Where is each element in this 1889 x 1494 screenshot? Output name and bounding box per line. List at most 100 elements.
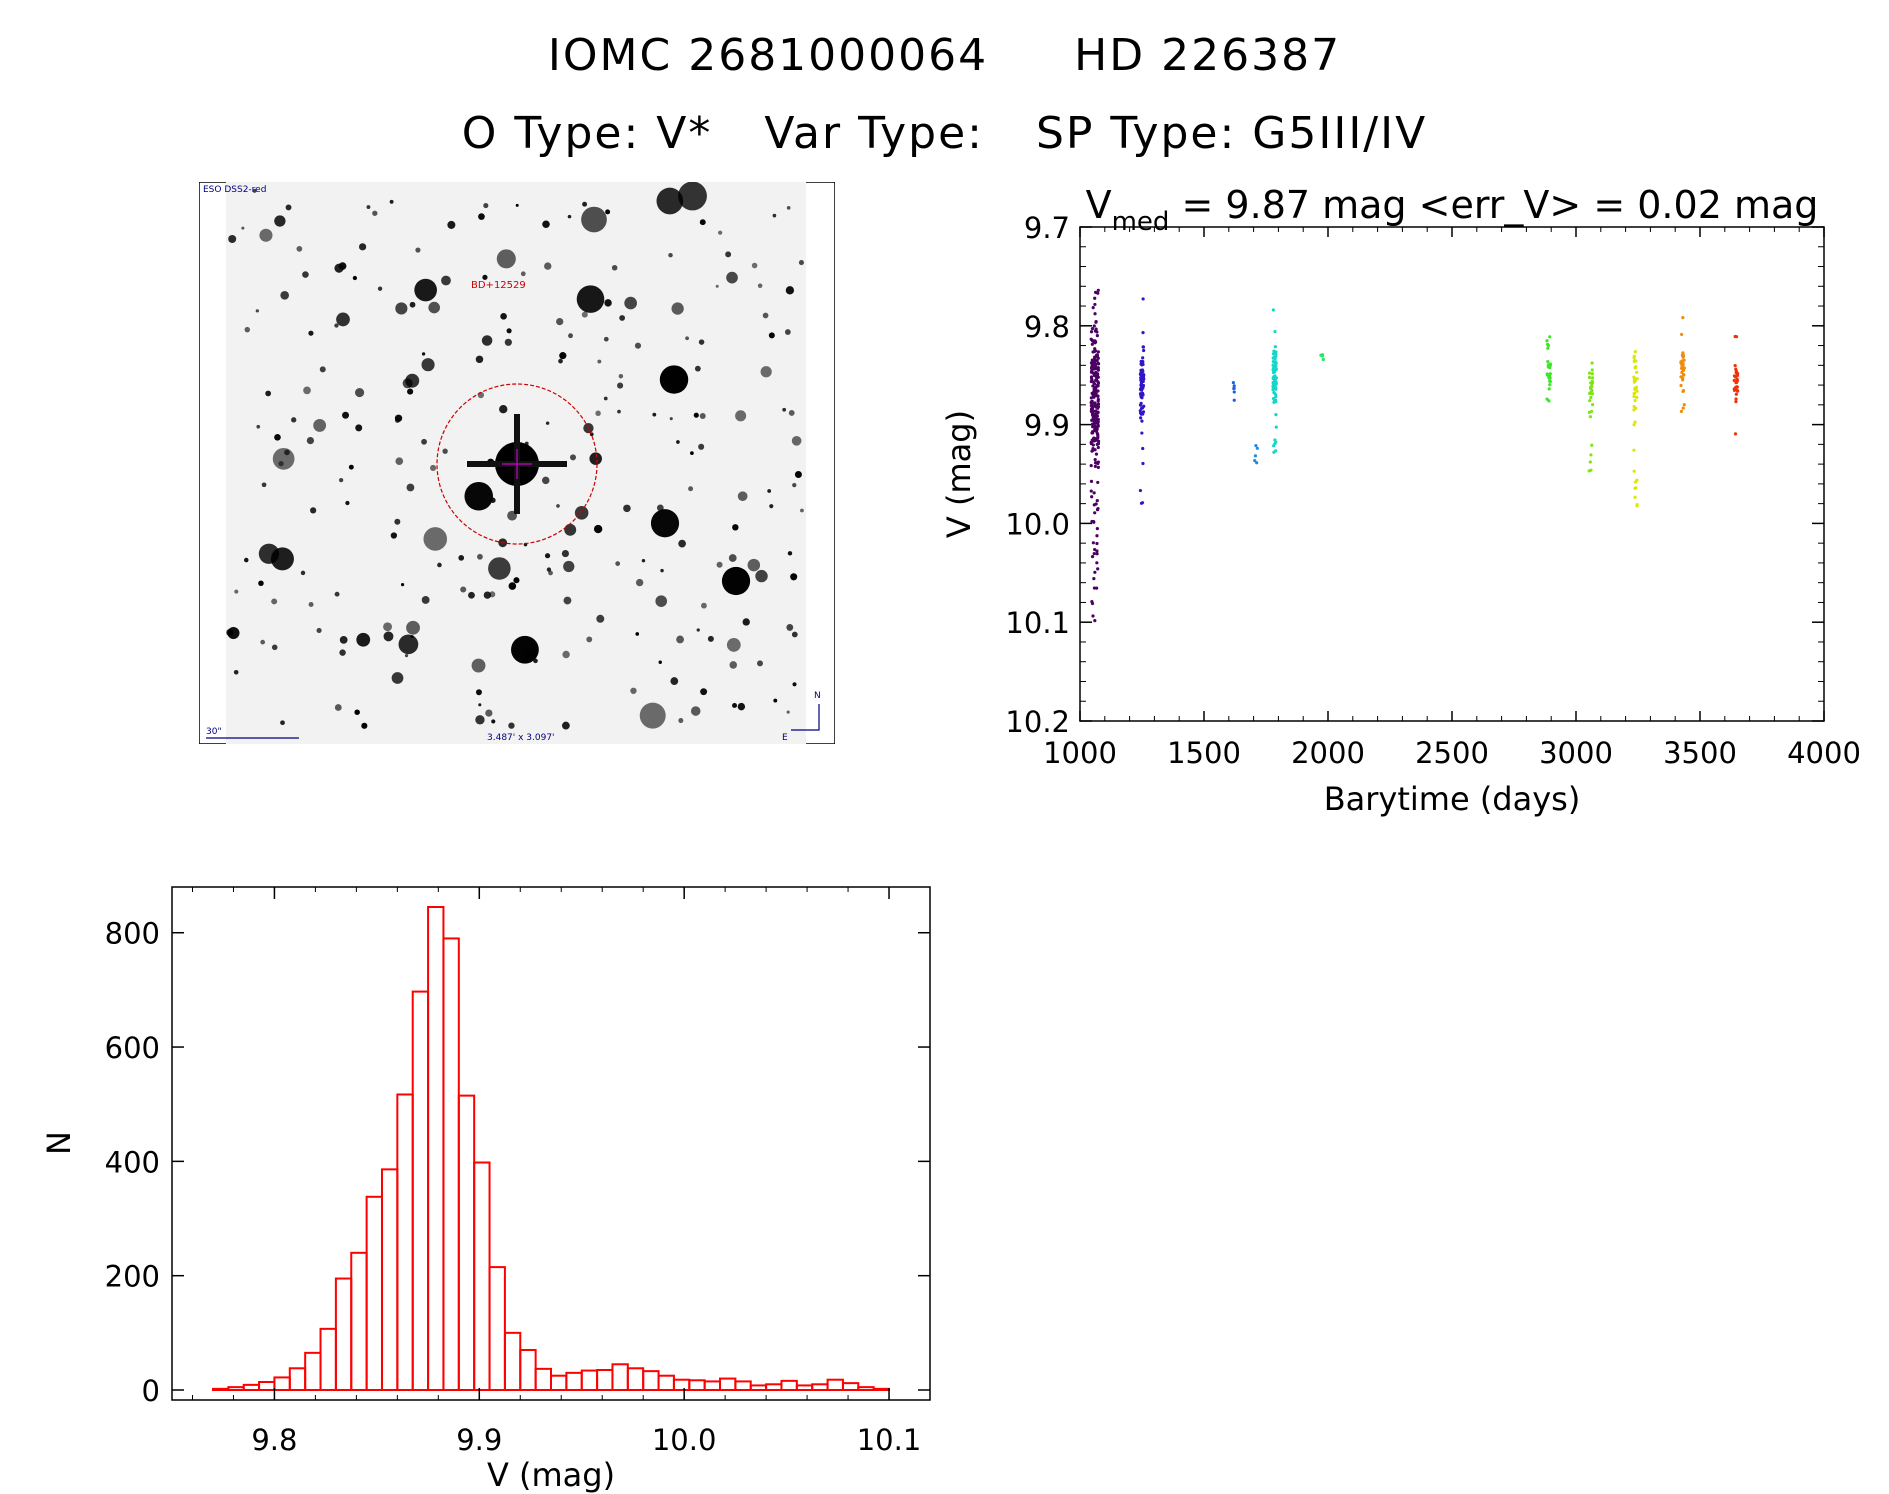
light-curve-point (1095, 561, 1099, 565)
light-curve-point (1093, 393, 1098, 397)
light-curve-point (1590, 376, 1595, 380)
finder-star (383, 622, 393, 632)
finder-star (504, 338, 512, 346)
light-curve-point (1274, 398, 1278, 402)
finder-star (339, 477, 344, 483)
finder-fov-label: 3.487' x 3.097' (487, 733, 555, 743)
finder-star (729, 661, 738, 669)
light-curve-point (1253, 459, 1257, 463)
finder-star (562, 650, 570, 659)
finder-star (787, 551, 793, 556)
finder-star (696, 628, 700, 632)
finder-star (678, 539, 686, 548)
finder-star (421, 352, 426, 356)
finder-star (366, 205, 371, 209)
light-curve-point (1232, 384, 1236, 388)
y-tick-label: 10.1 (1005, 606, 1070, 640)
light-curve-point (1633, 350, 1637, 354)
light-curve-point (1096, 366, 1100, 370)
finder-star (278, 461, 284, 467)
finder-star (243, 557, 249, 563)
light-curve-point (1090, 407, 1095, 411)
finder-star (603, 336, 609, 342)
finder-star (464, 481, 494, 511)
finder-star (508, 582, 517, 590)
finder-star (285, 204, 292, 211)
finder-star (786, 623, 794, 631)
finder-star (394, 518, 401, 525)
finder-star (515, 203, 519, 207)
finder-star (581, 311, 588, 318)
finder-star (310, 507, 317, 514)
finder-chart-image: ESO DSS2-red BD+12529 30" 3.487' x 3.097… (199, 182, 835, 744)
title-rest: = 9.87 mag <err_V> = 0.02 mag (1169, 183, 1818, 227)
light-curve-point (1632, 448, 1636, 452)
light-curve-point (1096, 506, 1100, 511)
light-curve-point (1682, 403, 1686, 407)
light-curve-point (1090, 366, 1095, 370)
finder-star (398, 634, 419, 655)
finder-star (772, 213, 777, 218)
light-curve-point (1272, 390, 1276, 395)
light-curve-point (1096, 402, 1101, 406)
finder-star (760, 366, 772, 378)
light-curve-point (1271, 352, 1276, 356)
light-curve-point (1633, 391, 1637, 395)
finder-star (782, 407, 787, 412)
finder-star (252, 189, 257, 193)
light-curve-point (1095, 427, 1099, 431)
light-curve-point (1090, 495, 1094, 499)
finder-star (716, 561, 723, 568)
finder-star (313, 419, 327, 432)
object-type: O Type: V* (461, 108, 713, 159)
light-curve-point (1274, 425, 1278, 429)
light-curve-point (1733, 334, 1737, 339)
light-curve-point (1096, 567, 1100, 571)
light-curve-point (1092, 373, 1096, 378)
light-curve-point (1089, 379, 1093, 384)
light-curve-point (1139, 416, 1143, 420)
finder-star (342, 411, 350, 419)
finder-star (255, 309, 259, 313)
finder-star (655, 595, 668, 607)
finder-star (604, 299, 612, 307)
finder-star (409, 301, 416, 308)
light-curve-point (1232, 398, 1236, 402)
finder-star (556, 504, 560, 508)
light-curve-point (1548, 363, 1552, 367)
histogram-bar (826, 1378, 844, 1392)
finder-star (742, 618, 750, 626)
histogram-bar (749, 1384, 768, 1391)
finder-star (563, 560, 575, 573)
finder-star (460, 586, 467, 593)
finder-star (545, 421, 550, 425)
finder-star (656, 187, 684, 215)
light-curve-point (1091, 614, 1095, 618)
light-curve-points (1089, 288, 1740, 623)
finder-star (280, 290, 290, 300)
finder-star (513, 577, 520, 584)
finder-star (726, 271, 738, 284)
light-curve-point (1590, 368, 1594, 372)
finder-star (334, 263, 344, 273)
finder-star (788, 410, 795, 416)
finder-star (558, 358, 563, 364)
finder-star (533, 658, 538, 664)
finder-star (784, 329, 791, 335)
finder-star (355, 424, 363, 432)
finder-star (406, 483, 415, 492)
finder-star (508, 722, 515, 729)
finder-star (693, 412, 699, 418)
histogram-bar (503, 1331, 522, 1392)
finder-star (732, 702, 738, 708)
light-curve-point (1093, 349, 1097, 353)
finder-star (271, 598, 278, 605)
finder-star (698, 443, 705, 450)
finder-star (308, 330, 314, 336)
y-tick-label: 400 (105, 1145, 160, 1179)
light-curve-point (1633, 495, 1637, 499)
finder-star (794, 470, 802, 478)
histogram-ticks: 9.8 9.9 10.0 10.1 0 200 400 600 800 (105, 887, 930, 1457)
variable-type: Var Type: (764, 108, 984, 159)
light-curve-point (1141, 331, 1145, 335)
